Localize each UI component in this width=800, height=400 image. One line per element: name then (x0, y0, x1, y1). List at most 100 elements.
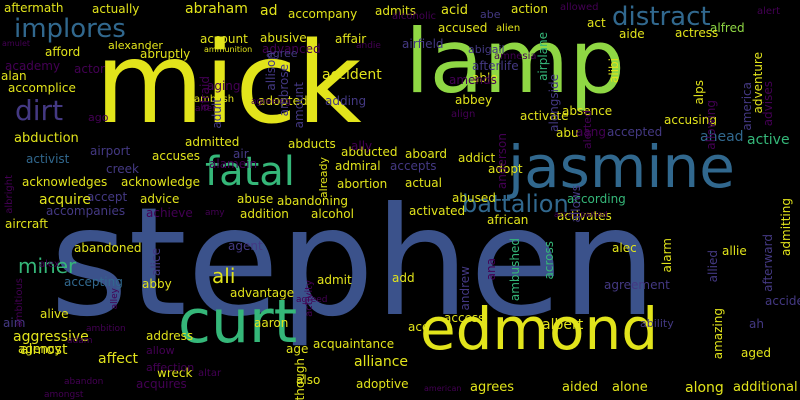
cloud-word: actress (675, 26, 719, 40)
cloud-word: adult (210, 98, 224, 129)
cloud-word: agency (18, 342, 62, 356)
cloud-word: albright (4, 175, 15, 214)
cloud-word: alibi (607, 58, 621, 83)
cloud-word: ally (351, 139, 373, 153)
cloud-word: amazing (711, 308, 725, 360)
cloud-word: age (286, 342, 309, 356)
cloud-word: achieve (146, 206, 193, 220)
cloud-word: wreck (157, 366, 193, 380)
cloud-word: alan (1, 69, 27, 83)
cloud-word: actor (74, 62, 105, 76)
cloud-word: agreeing (251, 97, 291, 107)
cloud-word: ammunition (204, 45, 253, 54)
cloud-word: andie (356, 41, 381, 51)
cloud-word: abduction (14, 131, 79, 146)
cloud-word: abusive (260, 31, 307, 45)
cloud-word: access (444, 311, 485, 325)
cloud-word: according (567, 192, 626, 206)
cloud-word: accident (322, 67, 382, 83)
cloud-word: adoptive (356, 377, 409, 391)
cloud-word: andrew (458, 266, 472, 311)
cloud-word: acknowledge (121, 175, 200, 189)
cloud-word: air (233, 147, 249, 161)
cloud-word: activity (304, 280, 315, 317)
cloud-word: alerted (581, 110, 594, 150)
cloud-word: admitting (779, 198, 793, 256)
cloud-word: aaron (254, 316, 289, 330)
cloud-word: adam (67, 336, 93, 346)
cloud-word: advises (761, 81, 775, 127)
cloud-word: implores (14, 14, 126, 44)
cloud-word: miner (18, 254, 77, 278)
cloud-word: alongside (547, 74, 561, 132)
cloud-word: accepted (607, 125, 663, 139)
cloud-word: address (146, 329, 194, 343)
cloud-word: allison (264, 52, 278, 91)
cloud-word: acquires (136, 377, 187, 391)
cloud-word: agreed (296, 295, 328, 305)
cloud-word: alex (39, 259, 60, 270)
cloud-word: accepts (390, 159, 437, 173)
cloud-word: aging (207, 79, 241, 93)
cloud-word: activate (520, 109, 569, 123)
cloud-word: accompanied (554, 210, 608, 219)
cloud-word: actually (92, 2, 140, 16)
cloud-word: alice (149, 248, 163, 277)
cloud-word: alamein (209, 157, 258, 171)
cloud-word: aang (576, 125, 606, 139)
cloud-word: allie (722, 244, 747, 258)
cloud-word: action (511, 2, 548, 16)
cloud-word: african (487, 213, 529, 227)
cloud-word: advanced (262, 42, 321, 56)
cloud-word: acid (441, 3, 468, 18)
cloud-word: already (317, 157, 330, 199)
cloud-word: activates (557, 209, 612, 223)
cloud-word: alfred (710, 21, 745, 35)
cloud-word: alexander (108, 39, 163, 52)
cloud-word: abortion (337, 177, 388, 191)
cloud-word: additional (733, 380, 798, 395)
cloud-word: fatal (205, 149, 295, 195)
cloud-word: acquire (39, 192, 91, 208)
cloud-word: alcoholic (392, 11, 437, 22)
cloud-word: ad (260, 3, 278, 19)
cloud-word: battalion (462, 190, 569, 218)
cloud-word: amulet (2, 39, 31, 48)
cloud-word: alcohol (311, 207, 354, 221)
cloud-word: airport (90, 144, 131, 158)
cloud-word: allowed (560, 2, 599, 13)
cloud-word: abandoned (74, 241, 142, 255)
cloud-word: aggressive (13, 329, 89, 345)
cloud-word: adding (325, 94, 367, 108)
cloud-word: ambushed (508, 238, 522, 302)
cloud-word: accept (87, 190, 128, 204)
cloud-word: accepting (64, 275, 123, 289)
cloud-word: advantage (230, 286, 295, 300)
cloud-word: airfield (402, 37, 444, 51)
cloud-word: creek (106, 162, 139, 176)
cloud-word: ambush (194, 94, 235, 105)
cloud-word: aim (3, 316, 26, 330)
cloud-word: afterward (761, 234, 775, 292)
cloud-word: allows (569, 185, 583, 223)
cloud-word: stephen (50, 176, 657, 350)
cloud-word: aide (619, 27, 645, 41)
cloud-word: aftermath (4, 1, 64, 15)
cloud-word: acquaintance (313, 337, 395, 351)
cloud-word: act (587, 16, 606, 30)
cloud-word: american (424, 384, 462, 393)
cloud-word: alter (195, 104, 216, 114)
cloud-word: aided (562, 380, 599, 395)
cloud-word: amount (292, 82, 306, 129)
cloud-word: agent (228, 239, 263, 253)
cloud-word: abandon (64, 377, 104, 387)
cloud-word: alec (612, 241, 637, 255)
cloud-word: alliance (354, 354, 409, 370)
cloud-word: afterlife (472, 59, 519, 73)
cloud-word: affect (98, 351, 139, 367)
cloud-word: distract (612, 2, 711, 32)
cloud-word: accused (438, 21, 488, 35)
cloud-word: alert (757, 6, 781, 17)
cloud-word: align (451, 109, 476, 120)
